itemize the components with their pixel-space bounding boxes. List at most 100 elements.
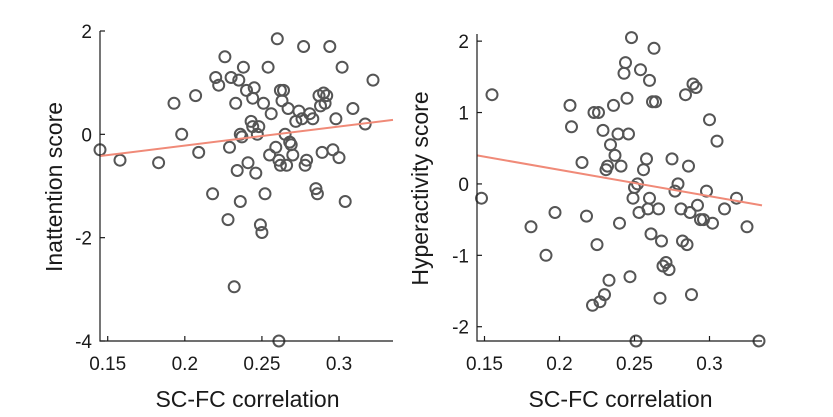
data-point [623, 270, 637, 284]
data-point [602, 273, 616, 287]
y-tick-label: 0 [458, 175, 469, 196]
data-point [659, 256, 673, 269]
y-ticks: -2 -1 0 1 2 [452, 32, 482, 339]
data-point [253, 218, 267, 232]
data-point [686, 77, 700, 91]
data-point [273, 158, 287, 172]
data-point [620, 91, 634, 105]
data-point [332, 151, 346, 165]
data-point [113, 153, 127, 167]
data-point [224, 71, 238, 84]
data-point [679, 88, 692, 102]
data-point [221, 213, 235, 227]
data-point [634, 63, 647, 77]
data-point [718, 202, 731, 216]
data-point [587, 106, 601, 119]
data-point [607, 98, 620, 112]
data-point [682, 159, 695, 173]
data-point [596, 123, 610, 137]
data-point [320, 89, 334, 103]
x-tick-label: 0.2 [546, 354, 572, 375]
y-tick-label: 0 [81, 125, 92, 146]
data-point [706, 216, 719, 230]
x-tick-label: 0.3 [696, 354, 722, 375]
data-point [167, 96, 181, 110]
data-point [247, 81, 261, 95]
data-point [611, 127, 625, 141]
data-point [310, 187, 324, 201]
data-point [323, 40, 337, 53]
data-point [601, 159, 614, 173]
data-point [326, 143, 340, 157]
data-point [613, 216, 626, 230]
x-tick-label: 0.15 [89, 354, 126, 375]
axis-frame [476, 34, 762, 342]
data-point [604, 138, 617, 152]
data-point [625, 31, 638, 45]
y-tick-label: -2 [452, 318, 469, 339]
data-point [280, 158, 294, 172]
data-point [257, 96, 270, 110]
data-point [233, 195, 247, 208]
data-point [575, 156, 589, 169]
data-point [655, 234, 668, 248]
data-point [662, 263, 676, 277]
y-tick-label: 2 [81, 22, 92, 43]
x-tick-label: 0.15 [466, 354, 503, 375]
data-point [338, 195, 352, 208]
data-point [619, 56, 632, 70]
data-point [189, 89, 203, 103]
data-point [152, 156, 166, 170]
panel-hyperactivity: 0.15 0.2 0.25 0.3 -2 -1 0 1 2 SC-FC correlation… [407, 31, 766, 412]
data-point [740, 220, 754, 234]
data-point [685, 288, 698, 302]
data-point [258, 187, 272, 201]
data-point [277, 83, 290, 97]
data-point [475, 191, 488, 205]
data-point [622, 127, 635, 141]
y-axis-title: Hyperactivity score [407, 91, 433, 285]
data-point [240, 83, 253, 97]
data-point [264, 107, 278, 121]
data-point [236, 60, 250, 74]
data-point [565, 120, 578, 134]
data-point [209, 71, 223, 84]
data-point [306, 112, 320, 126]
data-point [241, 156, 255, 170]
data-point [590, 238, 604, 252]
data-point [614, 159, 628, 173]
data-point [647, 41, 661, 55]
data-point [246, 91, 260, 105]
data-point [223, 140, 236, 154]
data-point [269, 140, 283, 154]
data-point [617, 66, 631, 80]
data-point [329, 112, 343, 126]
data-point [580, 209, 593, 223]
data-point [315, 145, 329, 159]
x-tick-label: 0.25 [243, 354, 280, 375]
data-point [261, 60, 275, 74]
data-point [270, 32, 284, 46]
x-axis-title: SC-FC correlation [155, 386, 339, 412]
data-point [232, 73, 246, 87]
data-point [730, 191, 743, 205]
data-point [665, 152, 679, 166]
data-point [335, 60, 349, 74]
data-point [366, 73, 380, 87]
data-point [250, 127, 264, 141]
y-tick-label: -4 [75, 332, 92, 353]
data-point [485, 88, 499, 102]
data-point [586, 298, 599, 312]
data-point [249, 166, 263, 180]
data-point [649, 95, 662, 109]
data-point [346, 102, 360, 115]
data-point [644, 227, 658, 241]
data-point [637, 163, 650, 177]
data-point [275, 94, 289, 108]
data-point [286, 148, 300, 162]
y-tick-label: 2 [458, 32, 469, 53]
x-ticks: 0.15 0.2 0.25 0.3 [466, 336, 723, 375]
data-point [710, 134, 724, 148]
data-point [652, 202, 665, 216]
